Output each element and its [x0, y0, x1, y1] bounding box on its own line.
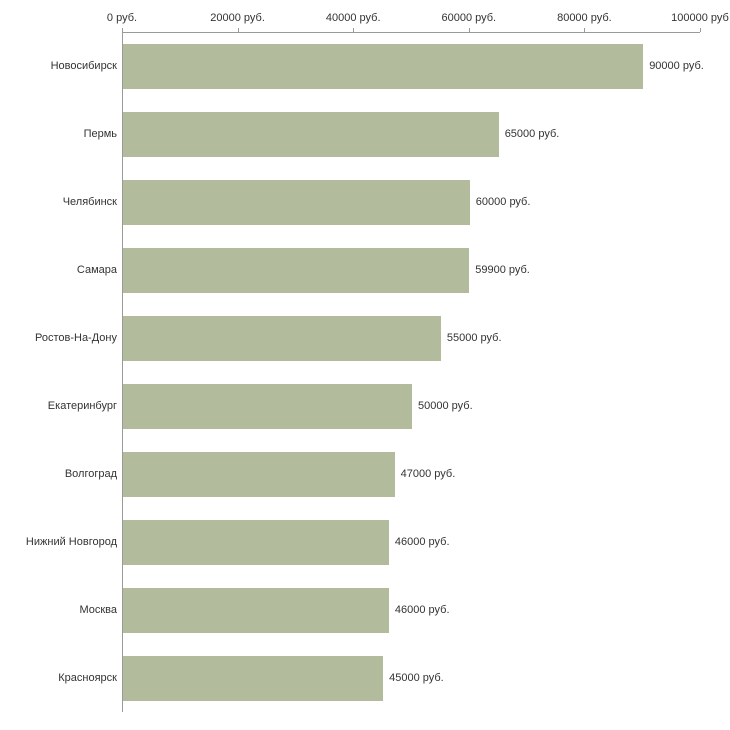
x-tick-label: 40000 руб. — [325, 12, 381, 24]
x-tick-mark — [584, 28, 586, 32]
category-label: Нижний Новгород — [25, 536, 117, 548]
category-label: Новосибирск — [50, 60, 117, 72]
bar — [123, 383, 412, 429]
bar — [123, 247, 470, 293]
x-tick-label: 60000 руб. — [441, 12, 497, 24]
bar — [123, 655, 384, 701]
x-axis-line — [122, 32, 700, 33]
value-label: 55000 руб. — [446, 332, 502, 344]
x-tick-label: 100000 руб — [671, 12, 729, 24]
category-label: Ростов-На-Дону — [34, 332, 117, 344]
value-label: 50000 руб. — [418, 400, 473, 412]
x-tick-mark — [468, 28, 470, 32]
y-axis-line — [122, 32, 123, 712]
bar — [123, 43, 644, 89]
value-label: 46000 руб. — [394, 604, 450, 616]
value-label: 65000 руб. — [504, 128, 560, 140]
bar — [123, 111, 499, 157]
bar — [123, 315, 441, 361]
x-tick-mark — [122, 28, 123, 32]
value-label: 45000 руб. — [389, 672, 444, 684]
x-tick-mark — [700, 28, 701, 32]
x-tick-label: 20000 руб. — [210, 12, 265, 24]
bar — [123, 587, 389, 633]
value-label: 47000 руб. — [400, 468, 456, 480]
category-label: Волгоград — [64, 468, 117, 480]
bar — [123, 451, 395, 497]
value-label: 90000 руб. — [649, 60, 704, 72]
category-label: Красноярск — [58, 672, 117, 684]
value-label: 60000 руб. — [475, 196, 531, 208]
x-tick-mark — [237, 28, 239, 32]
category-label: Самара — [76, 264, 117, 276]
x-tick-label: 0 руб. — [106, 12, 138, 24]
value-label: 59900 руб. — [475, 264, 530, 276]
category-label: Пермь — [83, 128, 117, 140]
value-label: 46000 руб. — [394, 536, 450, 548]
bar — [123, 519, 389, 565]
category-label: Челябинск — [62, 196, 117, 208]
x-tick-mark — [353, 28, 355, 32]
x-tick-label: 80000 руб. — [557, 12, 612, 24]
category-label: Екатеринбург — [47, 400, 117, 412]
bar — [123, 179, 470, 225]
category-label: Москва — [79, 604, 117, 616]
